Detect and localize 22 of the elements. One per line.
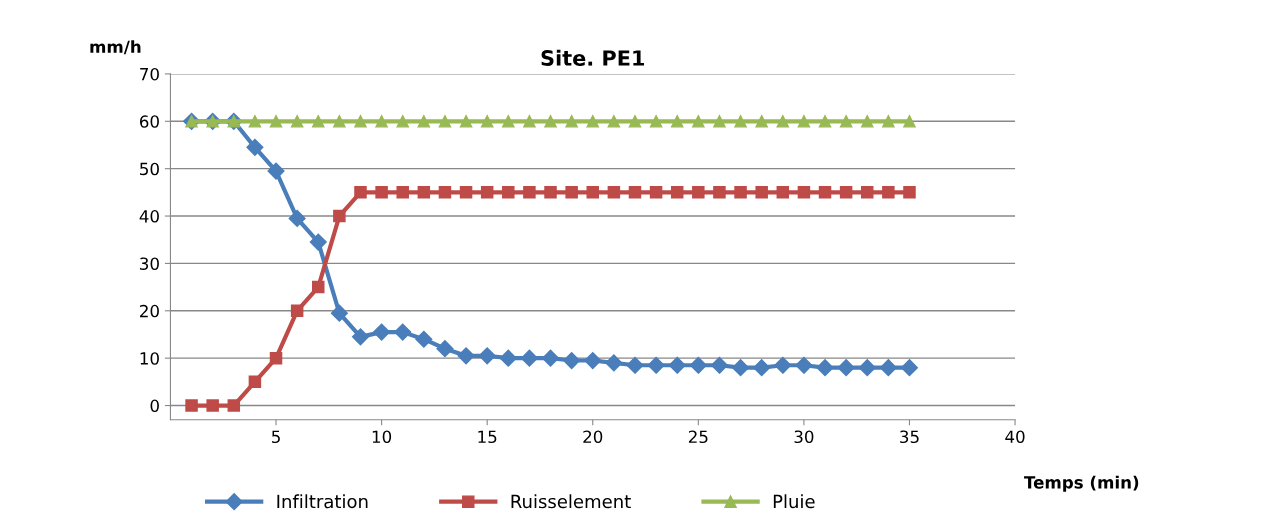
x-tick-label: 30	[794, 430, 814, 444]
legend-label: Infiltration	[277, 494, 368, 509]
x-tick-label: 35	[900, 430, 919, 444]
x-tick-label: 20	[583, 430, 603, 444]
y-tick-label: 30	[140, 257, 159, 270]
y-tick-label: 0	[150, 399, 159, 413]
x-axis-title: Temps (min)	[1024, 475, 1139, 492]
legend-label: Ruisselement	[511, 494, 631, 509]
x-tick-label: 40	[1005, 430, 1025, 444]
y-tick-label: 10	[140, 352, 159, 365]
y-tick-label: 40	[139, 210, 159, 223]
y-tick-label: 60	[139, 115, 159, 128]
x-tick-label: 25	[688, 430, 708, 444]
y-axis-title: mm/h	[90, 40, 141, 55]
y-tick-label: 70	[140, 67, 159, 81]
x-tick-label: 10	[372, 430, 392, 444]
y-tick-label: 20	[140, 304, 159, 318]
x-tick-label: 15	[478, 430, 497, 444]
chart-title: Site. PE1	[541, 49, 645, 66]
x-tick-label: 5	[272, 430, 280, 444]
y-tick-label: 50	[140, 162, 159, 176]
legend-label: Pluie	[773, 494, 815, 509]
